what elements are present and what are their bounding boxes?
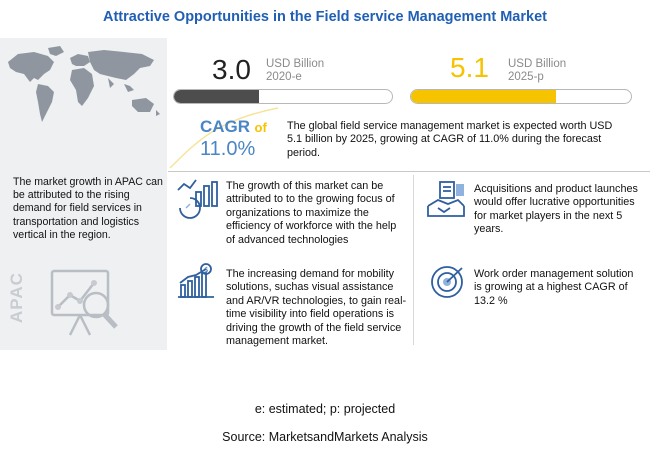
progress-fill-2025 (411, 90, 557, 103)
cagr-of: of (254, 120, 267, 135)
cagr-block: CAGR of 11.0% (200, 118, 267, 159)
market-unit-2025: USD Billion (508, 58, 567, 70)
apac-growth-text: The market growth in APAC can be attribu… (13, 176, 163, 241)
point-growth-text: The growth of this market can be attribu… (226, 180, 397, 246)
cagr-label: CAGR (200, 117, 251, 136)
decorative-curve-icon (169, 107, 279, 169)
point-workorder-text: Work order management solution is growin… (474, 268, 634, 307)
left-panel: The market growth in APAC can be attribu… (0, 38, 167, 350)
market-value-2025: 5.1 (450, 52, 489, 83)
world-map-icon (8, 46, 160, 122)
target-icon (431, 266, 463, 298)
cagr-value: 11.0% (200, 138, 256, 160)
divider-horizontal (168, 171, 650, 172)
progress-bar-2020 (173, 89, 393, 104)
page-title: Attractive Opportunities in the Field se… (103, 9, 547, 25)
dollar-chart-icon: $ (178, 263, 214, 298)
market-value-2020: 3.0 (212, 54, 251, 85)
growth-chart-icon (177, 179, 218, 219)
progress-fill-2020 (174, 90, 260, 103)
analysis-chart-icon (50, 269, 118, 336)
handshake-icon (427, 181, 465, 217)
market-year-2025: 2025-p (508, 71, 544, 83)
source-note: Source: MarketsandMarkets Analysis (222, 430, 428, 444)
svg-text:$: $ (204, 266, 208, 274)
market-year-2020: 2020-e (266, 71, 302, 83)
divider-vertical (413, 175, 414, 345)
point-acquisitions-text: Acquisitions and product launches would … (474, 183, 638, 236)
apac-region-label: APAC (7, 272, 26, 323)
market-summary: The global field service management mark… (287, 120, 613, 159)
progress-bar-2025 (410, 89, 632, 104)
footnote: e: estimated; p: projected (254, 402, 396, 416)
market-unit-2020: USD Billion (266, 58, 325, 70)
point-mobility-text: The increasing demand for mobility solut… (226, 268, 407, 348)
